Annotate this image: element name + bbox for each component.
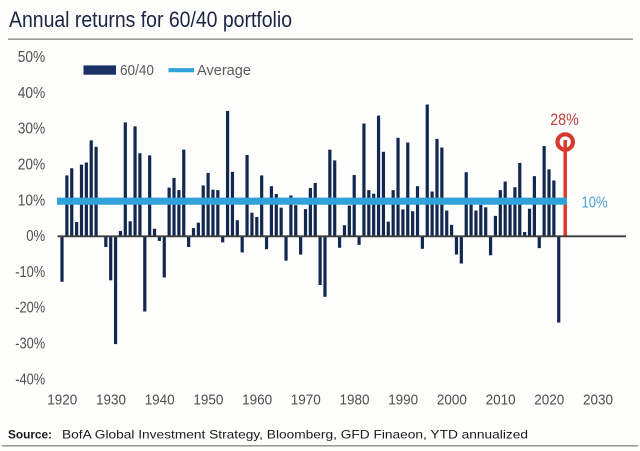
svg-text:2020: 2020 [534, 391, 564, 408]
svg-text:BofA Global Investment Strateg: BofA Global Investment Strategy, Bloombe… [62, 428, 528, 442]
svg-text:28%: 28% [550, 110, 579, 129]
svg-text:40%: 40% [18, 85, 46, 102]
svg-text:1980: 1980 [340, 391, 370, 408]
svg-text:2000: 2000 [437, 391, 467, 408]
svg-text:Average: Average [197, 62, 251, 79]
svg-text:10%: 10% [582, 195, 608, 212]
svg-text:2030: 2030 [583, 391, 613, 408]
svg-text:Source:: Source: [8, 428, 52, 442]
svg-text:60/40: 60/40 [120, 62, 154, 79]
svg-text:1960: 1960 [242, 391, 272, 408]
svg-text:30%: 30% [18, 121, 46, 138]
svg-text:-20%: -20% [15, 300, 45, 317]
svg-text:1970: 1970 [291, 391, 321, 408]
svg-text:1920: 1920 [47, 391, 77, 408]
svg-text:1950: 1950 [193, 391, 223, 408]
svg-text:1930: 1930 [96, 391, 126, 408]
svg-text:1940: 1940 [145, 391, 175, 408]
svg-text:-40%: -40% [15, 371, 45, 388]
svg-text:0%: 0% [26, 228, 45, 245]
svg-text:1990: 1990 [388, 391, 418, 408]
svg-text:-30%: -30% [15, 336, 45, 353]
svg-text:Annual returns for 60/40 portf: Annual returns for 60/40 portfolio [9, 7, 292, 32]
svg-text:20%: 20% [18, 157, 46, 174]
svg-text:-10%: -10% [15, 264, 45, 281]
svg-text:10%: 10% [18, 192, 46, 209]
svg-text:2010: 2010 [486, 391, 516, 408]
svg-text:50%: 50% [18, 49, 46, 66]
